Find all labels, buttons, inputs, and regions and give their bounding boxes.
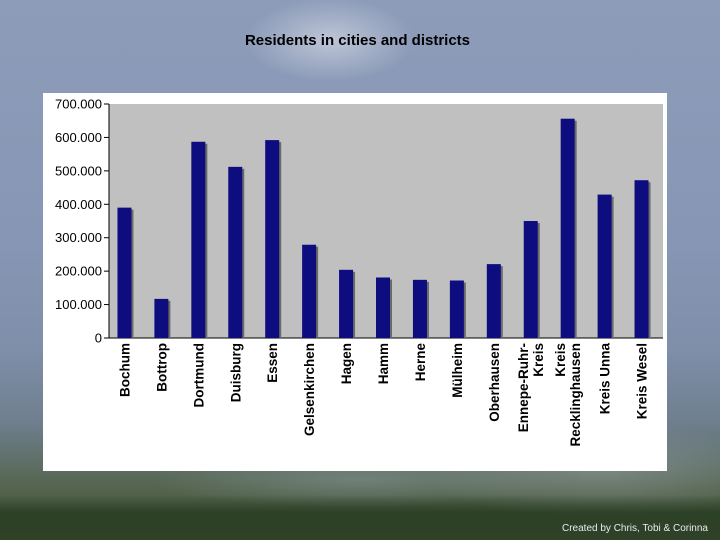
x-tick-label: Bochum [117, 343, 132, 397]
bar-essen [265, 140, 280, 338]
bar-duisburg [228, 166, 243, 338]
bar-m-lheim [449, 280, 464, 338]
x-tick-label: Bottrop [154, 343, 169, 392]
x-tick-label: Gelsenkirchen [302, 343, 317, 436]
bar-hamm [376, 277, 390, 338]
bar-oberhausen [486, 264, 501, 338]
x-tick-label: Duisburg [228, 343, 243, 402]
y-tick-label: 600.000 [55, 130, 102, 145]
y-tick-label: 200.000 [55, 264, 102, 279]
x-tick-label: Kreis Wesel [635, 343, 650, 419]
bar-bottrop [154, 298, 169, 338]
x-tick-label: Oberhausen [487, 343, 502, 422]
chart-panel: 0 100.000 200.000 300.000 400.000 500.000 600.… [43, 93, 667, 471]
y-tick-label: 500.000 [55, 163, 102, 178]
x-tick-label: Kreis [553, 343, 568, 377]
y-tick-label: 100.000 [55, 297, 102, 312]
x-tick-label: Kreis Unna [598, 343, 613, 415]
bar-kreis-recklinghausen [560, 118, 575, 338]
y-tick-label: 700.000 [55, 97, 102, 112]
chart-title: Residents in cities and districts [244, 32, 471, 49]
bar-kreis-wesel [634, 180, 649, 338]
bar-dortmund [191, 141, 206, 338]
background-photo-trees [0, 495, 720, 540]
x-tick-label: Mülheim [450, 343, 465, 398]
bar-kreis-unna [597, 194, 612, 338]
bar-herne [412, 279, 427, 338]
credit-text: Created by Chris, Tobi & Corinna [562, 523, 708, 534]
y-tick-label: 300.000 [55, 230, 102, 245]
x-tick-label: Kreis [531, 343, 546, 377]
x-tick-label: Herne [413, 343, 428, 382]
bar-chart: 0 100.000 200.000 300.000 400.000 500.000 600.… [55, 97, 663, 447]
bar-bochum [117, 207, 132, 338]
bar-hagen [339, 269, 354, 338]
bar-ennepe-ruhr-kreis [523, 221, 538, 338]
x-tick-label: Dortmund [191, 343, 206, 408]
y-tick-label: 0 [95, 331, 102, 346]
x-tick-label: Hagen [339, 343, 354, 384]
x-tick-label: Hamm [376, 343, 391, 384]
x-tick-label: Recklinghausen [568, 343, 583, 447]
x-tick-label: Ennepe-Ruhr- [516, 343, 531, 432]
y-tick-label: 400.000 [55, 197, 102, 212]
bar-gelsenkirchen [302, 244, 317, 338]
x-tick-label: Essen [265, 343, 280, 383]
